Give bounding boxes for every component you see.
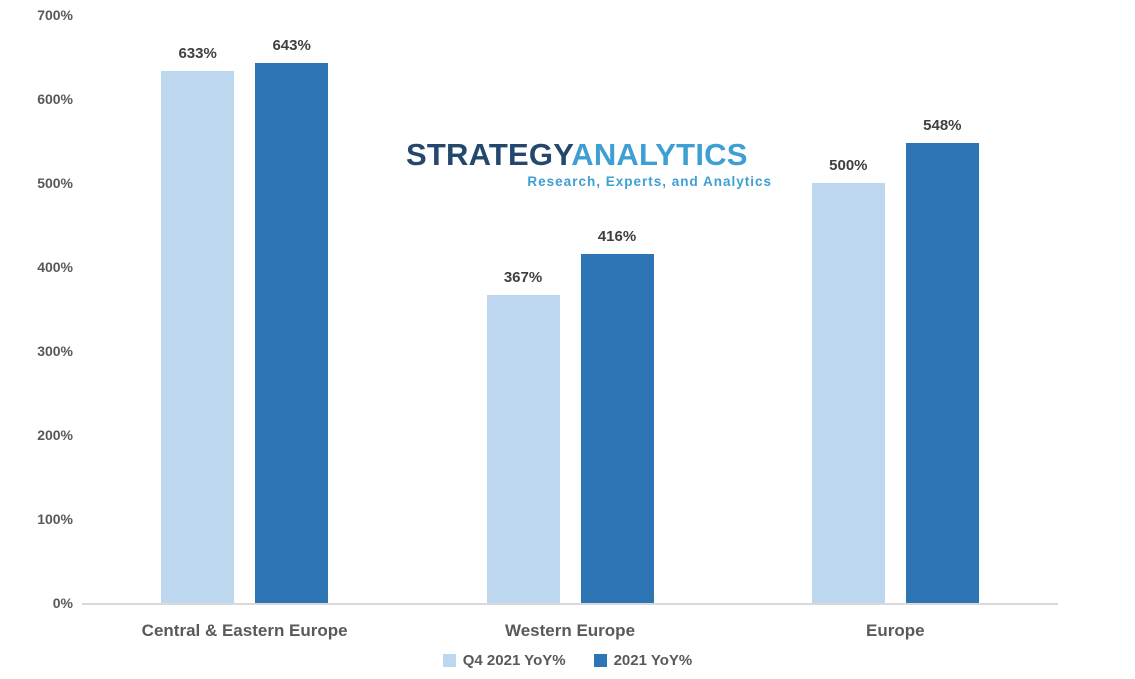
y-tick-label: 600%	[37, 91, 73, 107]
legend-swatch-icon	[593, 654, 607, 667]
category-label-europe: Europe	[866, 621, 925, 640]
logo-wordmark: STRATEGYANALYTICS	[406, 137, 772, 173]
bar-value-label: 500%	[829, 157, 868, 174]
bar-q4-2021-yoy--3	[811, 183, 885, 603]
legend-swatch-icon	[442, 654, 456, 667]
legend-label: 2021 YoY%	[613, 652, 693, 669]
logo-word-strategy: STRATEGY	[406, 137, 572, 172]
legend-label: Q4 2021 YoY%	[462, 652, 566, 669]
legend-item-2021-yoy-: 2021 YoY%	[593, 652, 693, 669]
bar-value-label: 367%	[503, 268, 543, 286]
y-tick-label: 200%	[37, 427, 73, 443]
y-tick-label: 300%	[37, 343, 73, 359]
y-tick-label: 0%	[52, 595, 73, 611]
y-tick-label: 100%	[37, 511, 73, 527]
bar-q4-2021-yoy--1	[161, 71, 235, 603]
legend-item-q4-2021-yoy-: Q4 2021 YoY%	[442, 652, 566, 669]
bar-2021-yoy--1	[255, 62, 329, 603]
bar-value-label: 643%	[272, 36, 311, 54]
y-tick-label: 700%	[37, 7, 73, 23]
bar-2021-yoy--2	[580, 253, 654, 603]
bar-2021-yoy--3	[905, 142, 979, 603]
strategy-analytics-logo: STRATEGYANALYTICS Research, Experts, and…	[406, 137, 772, 189]
y-tick-label: 500%	[37, 175, 73, 191]
logo-tagline: Research, Experts, and Analytics	[527, 174, 772, 189]
category-label-central-eastern-europe: Central & Eastern Europe	[141, 621, 348, 640]
bar-value-label: 633%	[178, 45, 217, 63]
bar-value-label: 416%	[597, 227, 637, 245]
y-tick-label: 400%	[37, 259, 73, 275]
chart-legend: Q4 2021 YoY% 2021 YoY%	[0, 652, 1135, 669]
bar-value-label: 548%	[923, 116, 962, 134]
category-label-western-europe: Western Europe	[504, 621, 636, 640]
x-axis-line	[82, 603, 1058, 605]
bar-q4-2021-yoy--2	[486, 294, 560, 603]
logo-word-analytics: ANALYTICS	[571, 137, 748, 172]
